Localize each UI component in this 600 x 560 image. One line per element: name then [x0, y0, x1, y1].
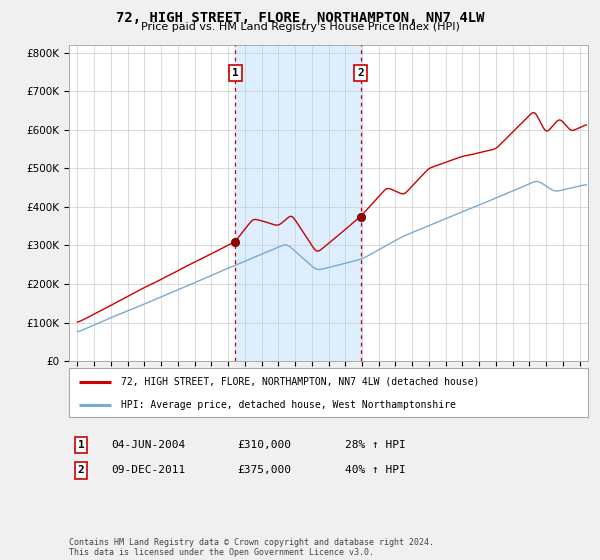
Text: 1: 1	[232, 68, 239, 78]
Text: 1: 1	[77, 440, 85, 450]
Text: 40% ↑ HPI: 40% ↑ HPI	[345, 465, 406, 475]
Text: 09-DEC-2011: 09-DEC-2011	[111, 465, 185, 475]
Text: £375,000: £375,000	[237, 465, 291, 475]
Bar	[235, 45, 361, 361]
Text: HPI: Average price, detached house, West Northamptonshire: HPI: Average price, detached house, West…	[121, 400, 456, 410]
Text: 28% ↑ HPI: 28% ↑ HPI	[345, 440, 406, 450]
Text: 04-JUN-2004: 04-JUN-2004	[111, 440, 185, 450]
Text: Price paid vs. HM Land Registry's House Price Index (HPI): Price paid vs. HM Land Registry's House …	[140, 22, 460, 32]
Text: 2: 2	[358, 68, 364, 78]
Text: 72, HIGH STREET, FLORE, NORTHAMPTON, NN7 4LW (detached house): 72, HIGH STREET, FLORE, NORTHAMPTON, NN7…	[121, 377, 479, 387]
Text: 2: 2	[77, 465, 85, 475]
Text: 72, HIGH STREET, FLORE, NORTHAMPTON, NN7 4LW: 72, HIGH STREET, FLORE, NORTHAMPTON, NN7…	[116, 11, 484, 25]
Text: Contains HM Land Registry data © Crown copyright and database right 2024.
This d: Contains HM Land Registry data © Crown c…	[69, 538, 434, 557]
Text: £310,000: £310,000	[237, 440, 291, 450]
